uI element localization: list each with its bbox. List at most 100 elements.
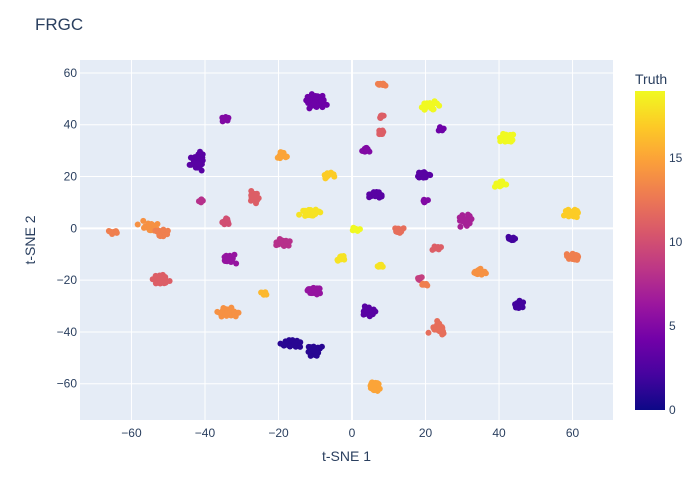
y-tick-label: −60: [57, 377, 78, 391]
scatter-point: [313, 352, 320, 359]
x-tick-label: 20: [419, 426, 433, 440]
scatter-point: [378, 192, 385, 199]
y-tick-label: 0: [70, 221, 77, 235]
scatter-point: [499, 180, 506, 187]
scatter-point: [316, 285, 323, 292]
scatter-point: [214, 308, 221, 315]
x-tick-label: −40: [195, 426, 216, 440]
y-tick-label: −20: [57, 273, 78, 287]
scatter-point: [398, 226, 405, 233]
y-tick-label: 40: [64, 118, 78, 132]
colorbar-tick-label: 5: [669, 319, 676, 333]
scatter-point: [225, 254, 232, 261]
scatter-point: [363, 147, 370, 154]
y-axis-title: t-SNE 2: [22, 215, 38, 264]
scatter-point: [436, 124, 443, 131]
y-tick-label: 20: [64, 170, 78, 184]
x-tick-label: −20: [268, 426, 289, 440]
scatter-point: [463, 216, 470, 223]
scatter-point: [248, 193, 255, 200]
scatter-point: [376, 385, 383, 392]
colorbar-ticks: 0 5 10 15: [669, 151, 683, 417]
x-tick-label: 40: [492, 426, 506, 440]
scatter-point: [291, 340, 298, 347]
scatter-point: [228, 259, 235, 266]
scatter-point: [157, 279, 164, 286]
scatter-point: [318, 97, 325, 104]
scatter-point: [379, 81, 386, 88]
scatter-point: [197, 148, 203, 155]
scatter-point: [372, 308, 379, 315]
scatter-point: [140, 217, 147, 224]
y-axis-ticks: −60 −40 −20 0 20 40 60: [57, 66, 78, 391]
scatter-point: [350, 224, 357, 231]
colorbar-tick-label: 10: [669, 235, 683, 249]
scatter-point: [156, 232, 163, 239]
scatter-point: [305, 343, 312, 350]
plot-area: [80, 60, 613, 420]
scatter-point: [286, 343, 293, 350]
scatter-point: [195, 198, 202, 205]
scatter-point: [193, 154, 200, 161]
scatter-point: [514, 304, 521, 311]
scatter-point: [429, 106, 436, 113]
scatter-point: [231, 251, 238, 258]
scatter-point: [219, 118, 226, 125]
scatter-point: [305, 286, 312, 293]
scatter-point: [415, 276, 422, 283]
scatter-point: [223, 310, 230, 317]
scatter-point: [296, 211, 303, 218]
data-points: [105, 80, 582, 394]
scatter-point: [497, 138, 504, 145]
scatter-point: [310, 347, 317, 354]
scatter-point: [280, 242, 287, 249]
scatter-point: [148, 221, 155, 227]
scatter-point: [421, 103, 428, 110]
scatter-point: [278, 152, 285, 159]
scatter-point: [305, 348, 312, 355]
scatter-point: [505, 138, 512, 145]
scatter-point: [283, 153, 290, 160]
scatter-point: [196, 161, 203, 168]
scatter-point: [140, 224, 147, 231]
scatter-point: [248, 188, 255, 195]
scatter-point: [434, 245, 441, 252]
scatter-point: [152, 227, 159, 234]
scatter-point: [330, 171, 337, 178]
scatter-point: [280, 342, 287, 349]
scatter-point: [508, 235, 515, 242]
y-tick-label: −40: [57, 325, 78, 339]
scatter-point: [219, 219, 226, 226]
x-tick-label: −60: [121, 426, 142, 440]
scatter-point: [430, 324, 437, 331]
scatter-point: [186, 161, 193, 168]
scatter-point: [134, 221, 141, 228]
scatter-point: [362, 306, 369, 313]
scatter-point: [574, 255, 581, 262]
colorbar-title: Truth: [635, 71, 667, 87]
scatter-point: [422, 198, 429, 205]
x-axis-ticks: −60 −40 −20 0 20 40 60: [121, 426, 579, 440]
colorbar-tick-label: 15: [669, 151, 683, 165]
y-tick-label: 60: [64, 66, 78, 80]
scatter-point: [474, 269, 481, 276]
scatter-point: [368, 380, 375, 387]
scatter-point: [224, 216, 231, 223]
scatter-point: [370, 386, 377, 393]
scatter-point: [376, 263, 383, 270]
scatter-point: [310, 100, 317, 107]
x-tick-label: 0: [349, 426, 356, 440]
scatter-point: [286, 238, 293, 245]
scatter-point: [324, 172, 331, 179]
scatter-point: [425, 329, 432, 336]
scatter-point: [420, 281, 427, 288]
x-axis-title: t-SNE 1: [322, 448, 371, 464]
scatter-point: [310, 286, 317, 293]
scatter-point: [304, 93, 311, 100]
scatter-point: [421, 174, 428, 181]
scatter-point: [567, 210, 574, 217]
scatter-point: [107, 228, 114, 235]
scatter-point: [311, 210, 318, 217]
scatter-point: [233, 260, 240, 267]
